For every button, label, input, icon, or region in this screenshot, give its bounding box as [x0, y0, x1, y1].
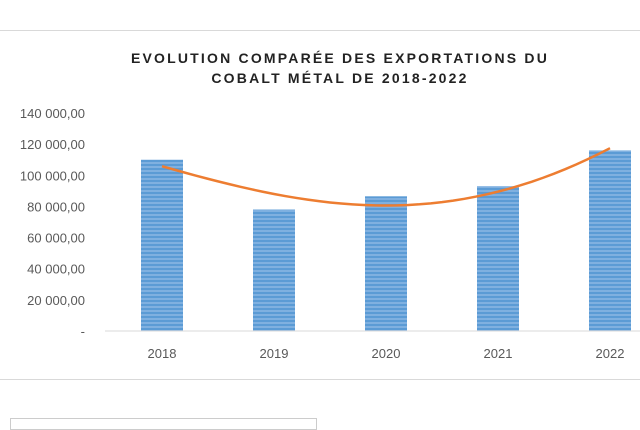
y-tick-label: 120 000,00 [20, 137, 85, 152]
y-tick-label: 60 000,00 [27, 231, 85, 246]
trendline [161, 147, 611, 207]
x-tick-label: 2021 [484, 346, 513, 361]
y-tick-label: 140 000,00 [20, 106, 85, 121]
chart-title-line-1: EVOLUTION COMPARÉE DES EXPORTATIONS DU [130, 50, 550, 66]
bar-2020 [365, 196, 407, 331]
y-tick-label: 100 000,00 [20, 168, 85, 183]
chart-title: EVOLUTION COMPARÉE DES EXPORTATIONS DU C… [0, 48, 640, 88]
x-tick-label: 2020 [372, 346, 401, 361]
x-tick-label: 2018 [148, 346, 177, 361]
y-tick-label: - [81, 324, 85, 339]
y-tick-label: 40 000,00 [27, 262, 85, 277]
text-box [10, 418, 317, 430]
bar-2018 [141, 159, 183, 331]
x-tick-label: 2022 [596, 346, 625, 361]
bar-2021 [477, 186, 519, 331]
bar-2019 [253, 209, 295, 331]
y-tick-label: 80 000,00 [27, 199, 85, 214]
chart-title-line-2: COBALT MÉTAL DE 2018-2022 [211, 70, 469, 86]
chart-frame [0, 30, 640, 380]
x-tick-label: 2019 [260, 346, 289, 361]
bar-2022 [589, 150, 631, 331]
y-tick-label: 20 000,00 [27, 293, 85, 308]
